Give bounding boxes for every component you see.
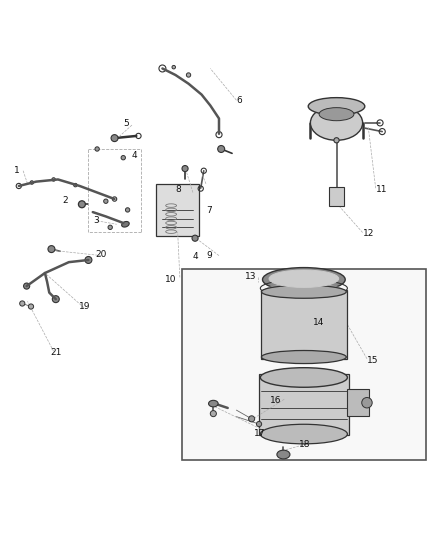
Ellipse shape	[122, 222, 129, 227]
Ellipse shape	[311, 106, 363, 140]
Circle shape	[121, 156, 125, 160]
Text: 12: 12	[363, 229, 374, 238]
Ellipse shape	[261, 285, 346, 298]
Circle shape	[108, 225, 113, 230]
Text: 3: 3	[93, 216, 99, 225]
Ellipse shape	[269, 270, 339, 287]
Text: 11: 11	[376, 184, 387, 193]
Circle shape	[48, 246, 55, 253]
Ellipse shape	[319, 108, 354, 120]
Text: 4: 4	[132, 151, 138, 160]
Ellipse shape	[262, 268, 345, 292]
Text: 21: 21	[50, 348, 61, 357]
Text: 9: 9	[206, 251, 212, 260]
Circle shape	[249, 416, 254, 422]
Text: 16: 16	[270, 395, 282, 405]
Circle shape	[95, 147, 99, 151]
Circle shape	[334, 138, 339, 143]
Text: 6: 6	[237, 96, 242, 105]
Circle shape	[125, 208, 130, 212]
Ellipse shape	[277, 450, 290, 459]
Circle shape	[74, 183, 77, 187]
Text: 17: 17	[254, 429, 265, 438]
Text: 10: 10	[165, 275, 176, 284]
FancyBboxPatch shape	[156, 184, 199, 236]
Circle shape	[85, 256, 92, 263]
Ellipse shape	[260, 368, 347, 387]
Circle shape	[104, 199, 108, 204]
Circle shape	[186, 73, 191, 77]
Circle shape	[30, 181, 34, 184]
Circle shape	[182, 166, 188, 172]
FancyBboxPatch shape	[346, 389, 369, 416]
Text: 19: 19	[79, 302, 90, 311]
FancyBboxPatch shape	[261, 289, 347, 359]
Circle shape	[28, 304, 34, 309]
Circle shape	[218, 146, 225, 152]
Circle shape	[111, 135, 118, 142]
Text: 8: 8	[176, 184, 181, 193]
Text: 7: 7	[206, 206, 212, 215]
Text: 18: 18	[299, 440, 311, 449]
Text: 14: 14	[313, 318, 324, 327]
Circle shape	[78, 201, 85, 208]
Circle shape	[24, 283, 30, 289]
Circle shape	[192, 235, 198, 241]
FancyBboxPatch shape	[182, 269, 426, 460]
Circle shape	[52, 296, 59, 303]
Circle shape	[172, 66, 176, 69]
Text: 2: 2	[62, 196, 68, 205]
Ellipse shape	[260, 424, 347, 444]
Text: 20: 20	[95, 251, 106, 259]
Circle shape	[52, 177, 55, 181]
Ellipse shape	[208, 400, 218, 407]
Text: 5: 5	[123, 119, 129, 128]
Ellipse shape	[261, 351, 346, 364]
Text: 13: 13	[245, 272, 257, 281]
Circle shape	[20, 301, 25, 306]
Circle shape	[210, 410, 216, 417]
Text: 1: 1	[14, 166, 20, 175]
Circle shape	[256, 422, 261, 426]
Text: 15: 15	[367, 356, 378, 365]
FancyBboxPatch shape	[329, 187, 344, 206]
FancyBboxPatch shape	[259, 374, 349, 435]
Text: 4: 4	[193, 252, 198, 261]
Circle shape	[362, 398, 372, 408]
Ellipse shape	[308, 98, 365, 115]
